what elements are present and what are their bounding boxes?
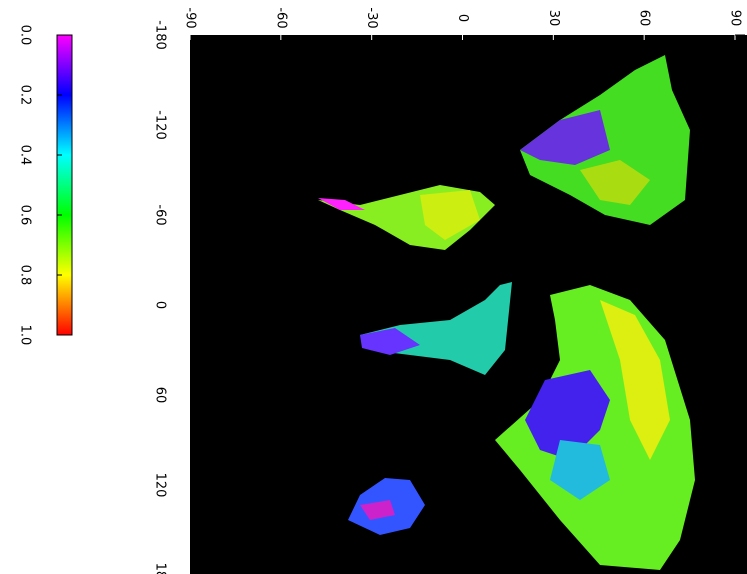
- lon-tick-label: 0: [153, 301, 168, 309]
- colorbar-tick-label: 0.6: [18, 205, 33, 226]
- lat-tick-label: -90: [183, 7, 198, 28]
- colorbar-tick-label: 0.2: [18, 85, 33, 106]
- lon-tick-label: -180: [153, 20, 168, 50]
- lon-tick-label: -120: [153, 110, 168, 140]
- lon-tick-label: 180: [153, 563, 168, 574]
- colorbar-tick-label: 0.8: [18, 265, 33, 286]
- lon-tick-label: 120: [153, 473, 168, 498]
- lat-tick-label: 90: [728, 10, 743, 27]
- lon-tick-label: 60: [153, 387, 168, 404]
- colorbar-tick-label: 0.0: [18, 25, 33, 46]
- lat-tick-label: -30: [364, 7, 379, 28]
- lat-tick-label: -60: [273, 7, 288, 28]
- lat-tick-label: 0: [455, 14, 470, 22]
- colorbar-tick-label: 0.4: [18, 145, 33, 166]
- map-figure: -90 -60 -30 0 30 60 90 -180 -120 -60 0 60 120 180 0.0 0…: [0, 0, 747, 574]
- lon-tick-label: -60: [153, 204, 168, 225]
- lat-tick-label: 30: [546, 10, 561, 27]
- colorbar-tick-label: 1.0: [18, 325, 33, 346]
- colorbar: [57, 35, 72, 335]
- lat-tick-label: 60: [637, 10, 652, 27]
